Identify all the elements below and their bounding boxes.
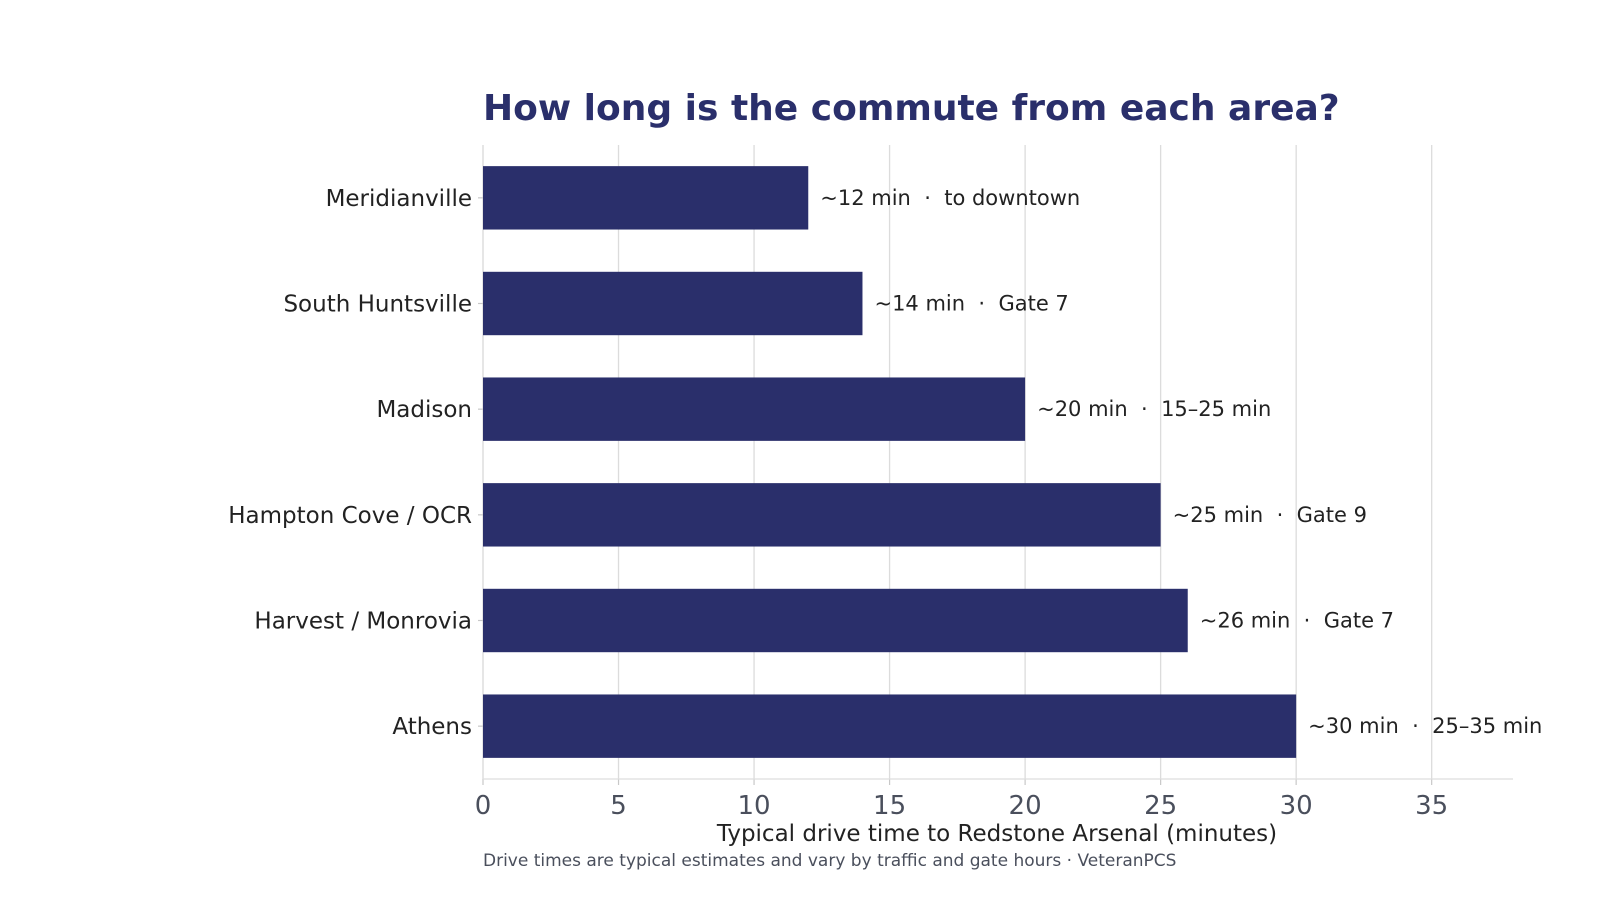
- x-tick-label: 20: [1009, 791, 1042, 821]
- x-tick-label: 0: [475, 791, 492, 821]
- footnote: Drive times are typical estimates and va…: [483, 851, 1176, 871]
- category-label: Harvest / Monrovia: [254, 609, 472, 635]
- bar: [483, 271, 863, 336]
- bar: [483, 694, 1297, 758]
- data-label: ~30 min · 25–35 min: [1308, 714, 1542, 738]
- x-tick-label: 5: [610, 791, 627, 821]
- bar: [483, 588, 1188, 653]
- bar: [483, 483, 1161, 547]
- bar: [483, 166, 809, 230]
- x-tick-label: 10: [738, 791, 771, 821]
- x-tick-label: 25: [1144, 791, 1177, 821]
- labels: 0 5 10 15 20 25 30 35 Meridianville ~12 min · to …: [228, 186, 1542, 821]
- category-label: Hampton Cove / OCR: [228, 503, 472, 529]
- category-label: Madison: [376, 397, 472, 423]
- category-label: Athens: [392, 714, 472, 740]
- data-label: ~14 min · Gate 7: [874, 292, 1068, 316]
- category-label: South Huntsville: [283, 292, 472, 318]
- x-tick-label: 30: [1280, 791, 1313, 821]
- data-label: ~25 min · Gate 9: [1173, 503, 1367, 527]
- category-label: Meridianville: [326, 186, 472, 212]
- data-label: ~26 min · Gate 7: [1200, 609, 1394, 633]
- data-label: ~20 min · 15–25 min: [1037, 397, 1271, 421]
- bar: [483, 377, 1026, 441]
- data-label: ~12 min · to downtown: [820, 186, 1080, 210]
- x-tick-label: 35: [1415, 791, 1448, 821]
- chart-title: How long is the commute from each area?: [483, 88, 1340, 129]
- x-tick-label: 15: [873, 791, 906, 821]
- gridlines: [482, 145, 1433, 779]
- x-axis-title: Typical drive time to Redstone Arsenal (…: [716, 821, 1277, 847]
- axes: [478, 145, 1513, 785]
- bars: [483, 166, 1297, 758]
